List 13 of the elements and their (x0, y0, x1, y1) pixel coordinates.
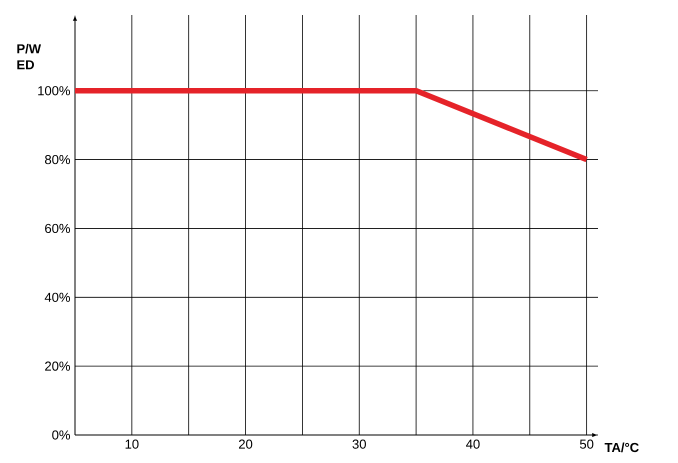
y-tick-label: 40% (44, 292, 70, 302)
x-tick-label: 30 (352, 440, 366, 449)
x-axis-title: TA/°C (604, 442, 639, 452)
y-tick-label: 80% (45, 154, 70, 164)
x-tick-label: 40 (466, 440, 480, 449)
x-tick-label: 10 (126, 440, 139, 449)
x-tick-label: 20 (238, 440, 252, 449)
y-tick-label: 60% (45, 224, 70, 234)
y-tick-label: 0% (52, 430, 70, 440)
y-axis-title: P/W ED (17, 44, 41, 70)
x-tick-label: 50 (580, 440, 594, 449)
y-tick-label: 20% (45, 362, 70, 371)
y-tick-label: 100% (38, 86, 70, 96)
